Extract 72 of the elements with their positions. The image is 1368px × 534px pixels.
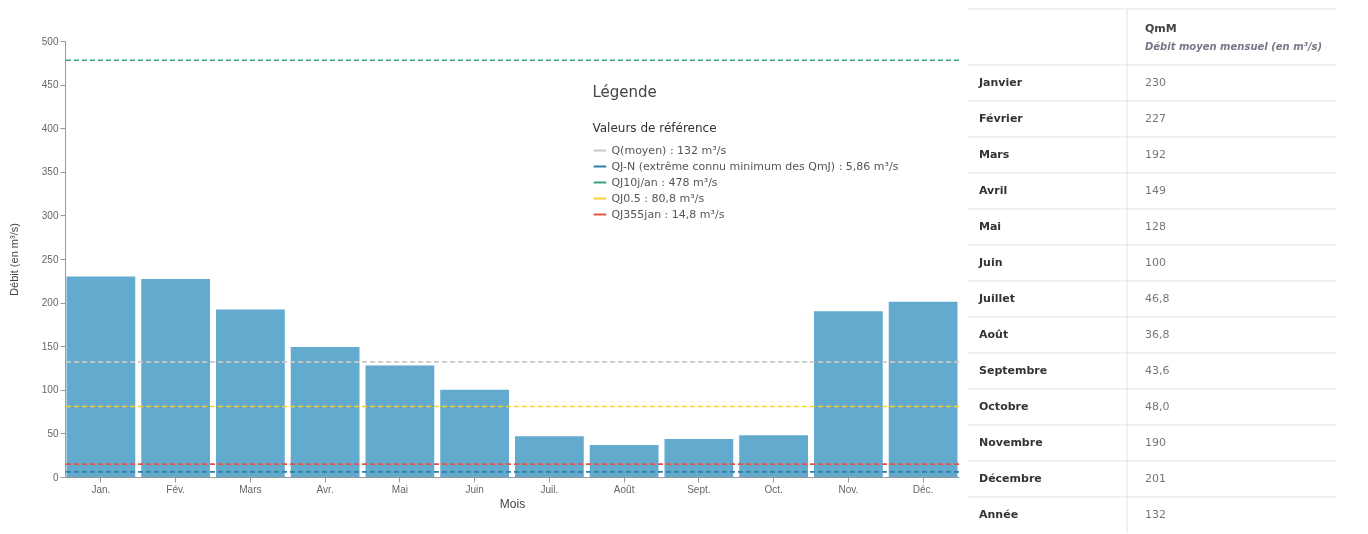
text: 132 xyxy=(1145,508,1166,521)
x-tick-label: Avr. xyxy=(316,483,334,495)
x-tick-label: Mars xyxy=(239,483,262,495)
x-tick-label: Août xyxy=(613,483,635,495)
x-tick-label: Oct. xyxy=(764,483,783,495)
legend-label: QJ10j/an : 478 m³/s xyxy=(611,175,718,189)
text: 43,6 xyxy=(1145,364,1170,377)
x-tick-label: Fév. xyxy=(166,483,185,495)
text: Débit moyen mensuel (en m³/s) xyxy=(1145,41,1323,52)
category-label: Avril xyxy=(979,184,1008,197)
x-tick-label: Juil. xyxy=(540,483,559,495)
y-axis-title: Débit (en m³/s) xyxy=(7,223,20,296)
x-axis-title: Mois xyxy=(499,496,526,511)
bar xyxy=(888,301,958,477)
category-label: Janvier xyxy=(978,76,1023,89)
x-tick-label: Déc. xyxy=(912,483,934,495)
bar xyxy=(813,311,883,477)
text: 46,8 xyxy=(1145,292,1170,305)
bar xyxy=(739,435,809,477)
category-label: Année xyxy=(979,508,1019,521)
bar xyxy=(66,276,136,477)
legend-label: QJ-N (extrême connu minimum des QmJ) : 5,86 m³/s xyxy=(611,159,899,173)
y-tick-label: 0 xyxy=(52,471,59,483)
y-tick-label: 200 xyxy=(41,297,59,309)
category-label: Juin xyxy=(978,256,1003,269)
y-tick-label: 350 xyxy=(41,166,59,178)
text: 230 xyxy=(1145,76,1166,89)
category-label: Septembre xyxy=(979,364,1048,377)
category-label: Février xyxy=(979,112,1024,125)
y-tick-label: 250 xyxy=(41,253,59,265)
category-label: Août xyxy=(979,328,1009,341)
bar xyxy=(215,309,285,477)
legend-label: QJ0.5 : 80,8 m³/s xyxy=(611,191,705,205)
y-tick-label: 300 xyxy=(41,209,59,221)
y-tick-label: 100 xyxy=(41,384,59,396)
y-tick-label: 400 xyxy=(41,122,59,134)
bar xyxy=(365,365,435,477)
annotation: Légende xyxy=(592,83,657,101)
text: 190 xyxy=(1145,436,1166,449)
category-label: Octobre xyxy=(979,400,1029,413)
category-label: Mai xyxy=(979,220,1002,233)
text: 36,8 xyxy=(1145,328,1170,341)
legend-title: Valeurs de référence xyxy=(592,121,717,135)
text: QmM xyxy=(1145,22,1177,35)
category-label: Décembre xyxy=(979,472,1042,485)
x-tick-label: Sept. xyxy=(687,483,711,495)
y-tick-label: 450 xyxy=(41,79,59,91)
category-label: Juillet xyxy=(978,292,1015,305)
category-label: Mars xyxy=(979,148,1010,161)
text: 149 xyxy=(1145,184,1166,197)
category-label: Novembre xyxy=(979,436,1043,449)
legend-label: QJ355jan : 14,8 m³/s xyxy=(611,207,725,221)
x-tick-label: Nov. xyxy=(838,483,859,495)
text: 100 xyxy=(1145,256,1166,269)
text: 201 xyxy=(1145,472,1166,485)
text: 227 xyxy=(1145,112,1166,125)
y-tick-label: 500 xyxy=(41,35,59,47)
legend-label: Q(moyen) : 132 m³/s xyxy=(611,143,727,157)
text: 128 xyxy=(1145,220,1166,233)
text: 192 xyxy=(1145,148,1166,161)
bar xyxy=(290,347,360,477)
bar xyxy=(141,279,211,477)
x-tick-label: Mai xyxy=(391,483,408,495)
y-tick-label: 150 xyxy=(41,340,59,352)
x-tick-label: Juin xyxy=(465,483,484,495)
bar xyxy=(664,438,734,477)
x-tick-label: Jan. xyxy=(91,483,111,495)
text: 48,0 xyxy=(1145,400,1170,413)
bar xyxy=(589,444,659,477)
bar xyxy=(440,389,510,477)
y-tick-label: 50 xyxy=(47,427,59,439)
bar xyxy=(514,436,584,477)
